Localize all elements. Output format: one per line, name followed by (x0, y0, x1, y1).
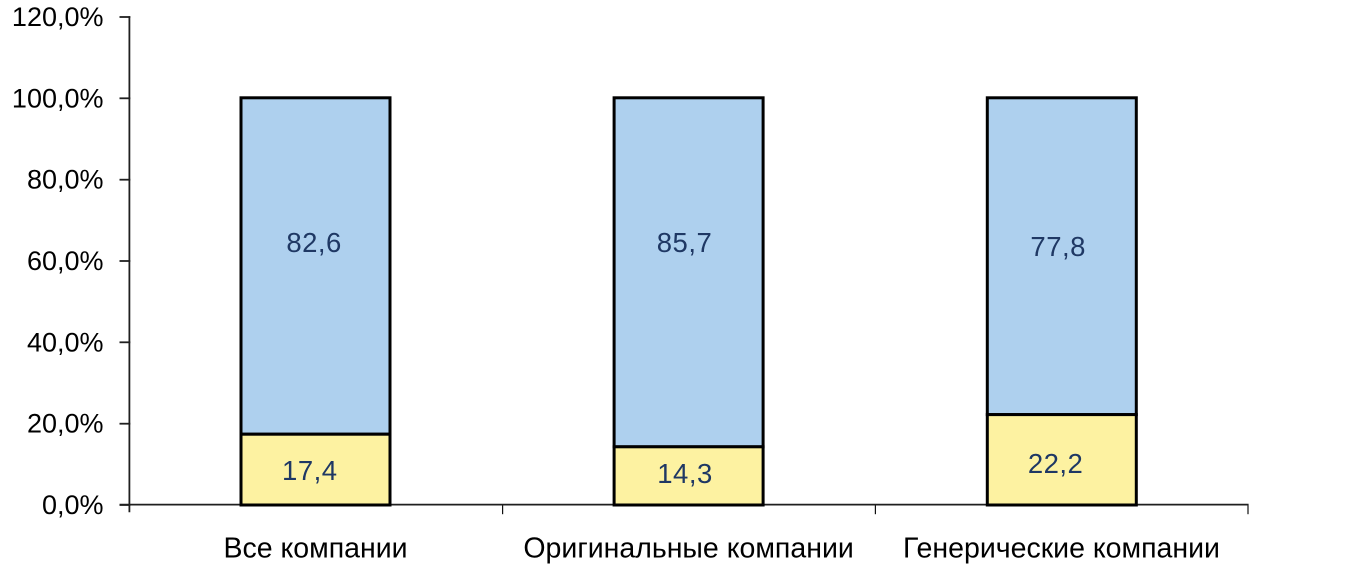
svg-text:0,0%: 0,0% (42, 490, 104, 520)
svg-text:100,0%: 100,0% (12, 83, 104, 113)
svg-text:22,2: 22,2 (1028, 448, 1084, 479)
svg-text:14,3: 14,3 (657, 458, 713, 489)
svg-text:20,0%: 20,0% (27, 409, 104, 439)
svg-text:40,0%: 40,0% (27, 327, 104, 357)
svg-text:17,4: 17,4 (282, 455, 338, 486)
svg-text:77,8: 77,8 (1030, 231, 1086, 262)
svg-text:Все компании: Все компании (223, 533, 407, 565)
svg-text:82,6: 82,6 (286, 227, 342, 258)
svg-text:120,0%: 120,0% (12, 2, 104, 32)
svg-text:60,0%: 60,0% (27, 246, 104, 276)
svg-text:Оригинальные компании: Оригинальные компании (523, 533, 853, 565)
svg-text:85,7: 85,7 (657, 227, 713, 258)
svg-text:80,0%: 80,0% (27, 165, 104, 195)
svg-text:Генерические компании: Генерические компании (903, 533, 1220, 565)
